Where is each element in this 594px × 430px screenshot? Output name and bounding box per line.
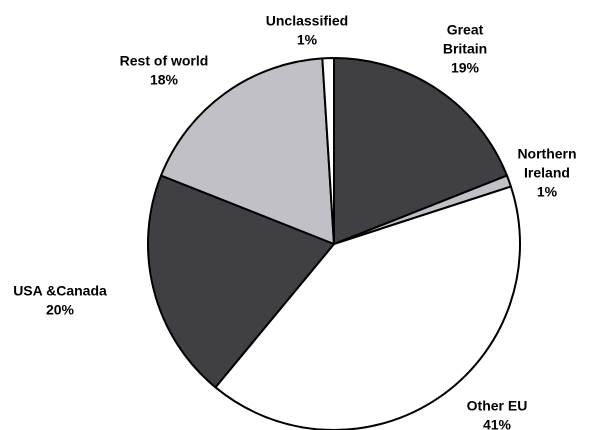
pie-label-other-eu: Other EU 41%: [467, 398, 528, 430]
pie-slice-rest-of-world: [160, 57, 335, 245]
pie-label-rest-of-world: Rest of world 18%: [120, 53, 209, 88]
slice-category-label: USA &Canada: [13, 283, 107, 299]
pie-label-great-britain: Great Britain 19%: [443, 22, 487, 76]
pie-labels: Great Britain 19% Northern Ireland 1% Other EU…: [13, 13, 576, 430]
slice-category-label: Britain: [443, 41, 487, 57]
slice-value-label: 20%: [46, 302, 75, 318]
slice-category-label: Ireland: [524, 165, 570, 181]
slice-value-label: 18%: [150, 72, 179, 88]
pie-slice-other-eu: [214, 185, 521, 430]
pie-slice-unclassified: [321, 57, 335, 245]
slice-category-label: Rest of world: [120, 53, 209, 69]
pie-slice-usa-canada: [147, 174, 335, 389]
pie-slice-great-britain: [333, 57, 508, 245]
slice-category-label: Northern: [517, 146, 576, 162]
slice-category-label: Other EU: [467, 398, 528, 414]
pie-label-usa-canada: USA &Canada 20%: [13, 283, 107, 318]
slice-value-label: 19%: [451, 60, 480, 76]
pie-label-unclassified: Unclassified 1%: [266, 13, 348, 48]
slice-category-label: Great: [447, 22, 484, 38]
slice-category-label: Unclassified: [266, 13, 348, 29]
slice-value-label: 1%: [297, 32, 318, 48]
pie-slices: [147, 57, 521, 430]
pie-label-northern-ireland: Northern Ireland 1%: [517, 146, 576, 200]
slice-value-label: 1%: [537, 184, 558, 200]
slice-value-label: 41%: [483, 417, 512, 430]
